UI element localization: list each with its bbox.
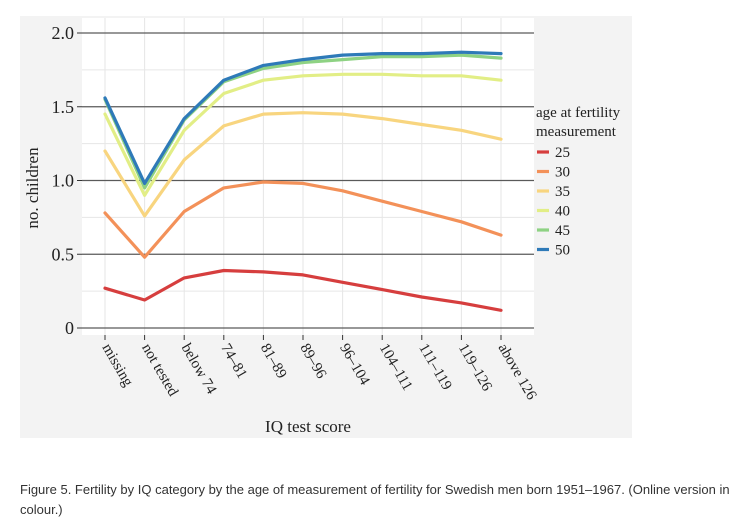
y-tick-label: 1.5 [52,97,75,117]
x-tick-label: 74–81 [217,341,250,381]
x-tick-label: 96–104 [336,341,373,388]
y-tick-label: 0.5 [52,244,75,264]
y-tick-label: 2.0 [52,23,75,43]
y-tick-label: 0 [65,318,74,338]
x-tick-label: 111–119 [415,341,454,393]
x-tick-label: not tested [138,341,181,400]
series-layer [103,50,503,312]
y-tick-label: 1.0 [52,171,75,191]
series-line-30 [103,180,503,259]
legend-label-45: 45 [555,223,570,239]
series-line-50 [103,50,503,185]
series-line-35 [103,111,503,218]
x-tick-label: above 126 [495,341,540,403]
x-tick-label: below 74 [178,341,220,397]
series-line-40 [103,72,503,197]
legend-title: measurement [536,124,617,140]
legend-label-50: 50 [555,243,570,259]
x-tick-label: 104–111 [376,341,416,394]
x-tick-label: 119–126 [455,341,495,394]
legend-layer: age at fertility measurement 25 30 35 40 45 50 [536,105,621,259]
figure-caption: Figure 5. Fertility by IQ category by th… [20,482,730,517]
x-tick-label: 81–89 [257,341,290,381]
legend-label-40: 40 [555,204,570,220]
x-axis-title: IQ test score [265,417,351,436]
x-tick-label: missing [99,341,136,390]
legend-title: age at fertility [536,105,621,121]
series-line-25 [103,268,503,312]
legend-label-30: 30 [555,165,570,181]
legend-label-35: 35 [555,184,570,200]
figure-panel: 0 0.5 1.0 1.5 2.0 missing not tested below 74 74… [20,16,632,438]
x-tick-label: 89–96 [297,341,330,382]
legend-label-25: 25 [555,145,570,161]
y-axis-title: no. children [23,147,42,229]
